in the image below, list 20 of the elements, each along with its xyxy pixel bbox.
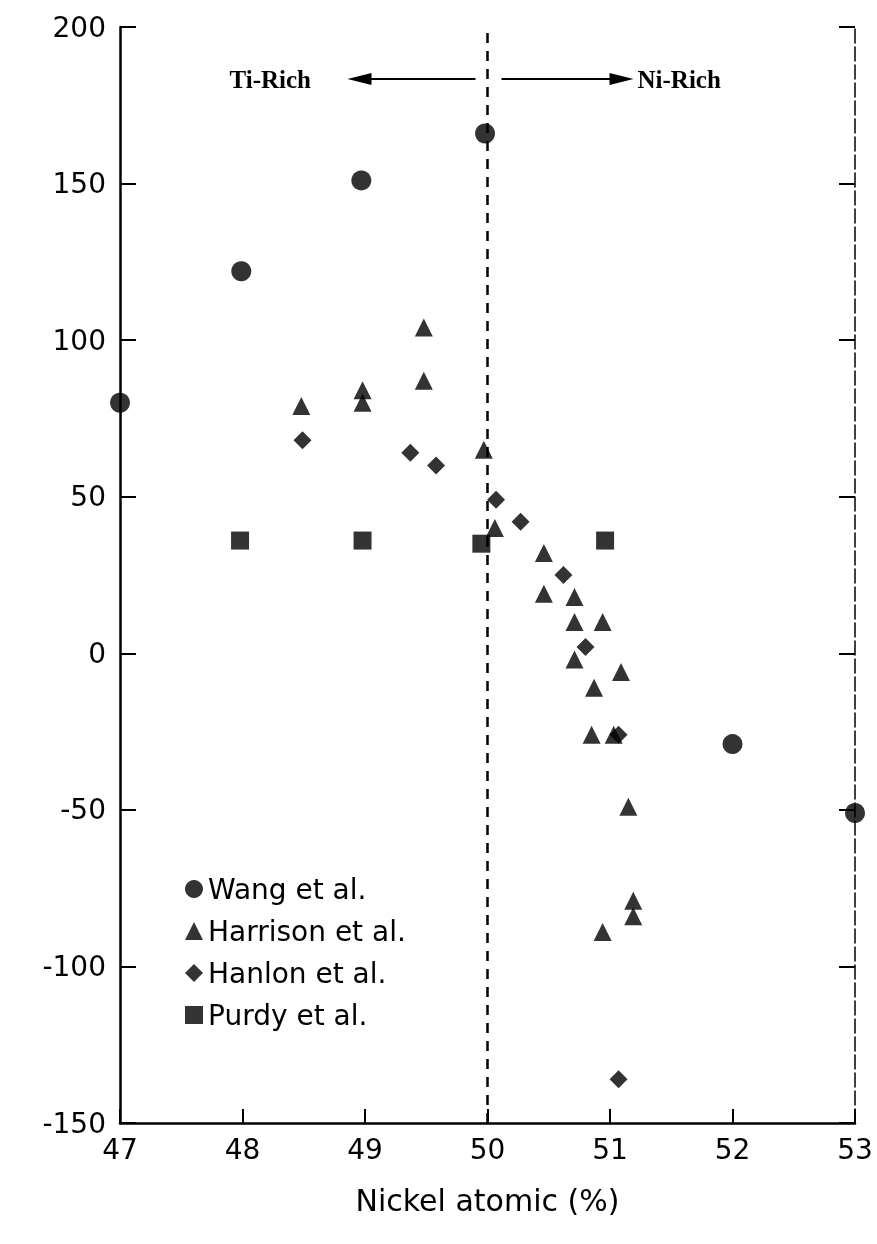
y-tick-label: 50 [70, 480, 106, 514]
annotation: Ti-Rich [229, 66, 312, 93]
legend-label: Hanlon et al. [208, 956, 387, 990]
x-tick-label: 48 [224, 1132, 261, 1166]
x-tick-label: 52 [714, 1132, 751, 1166]
legend-label: Purdy et al. [208, 998, 368, 1032]
y-tick-label: 150 [52, 167, 106, 201]
x-tick-label: 51 [592, 1132, 628, 1166]
legend-label: Wang et al. [208, 872, 367, 906]
legend-label: Harrison et al. [208, 914, 406, 948]
y-tick-label: -50 [60, 793, 106, 827]
y-tick-label: 0 [88, 636, 106, 670]
y-tick-label: 100 [52, 323, 106, 357]
x-tick-label: 50 [469, 1132, 506, 1166]
x-tick-label: 49 [347, 1132, 383, 1166]
annotation: Ni-Rich [637, 66, 721, 93]
y-tick-label: -100 [42, 949, 106, 983]
x-tick-label: 53 [837, 1132, 873, 1166]
y-tick-label: 200 [52, 10, 106, 44]
x-axis-title: Nickel atomic (%) [355, 1182, 620, 1218]
